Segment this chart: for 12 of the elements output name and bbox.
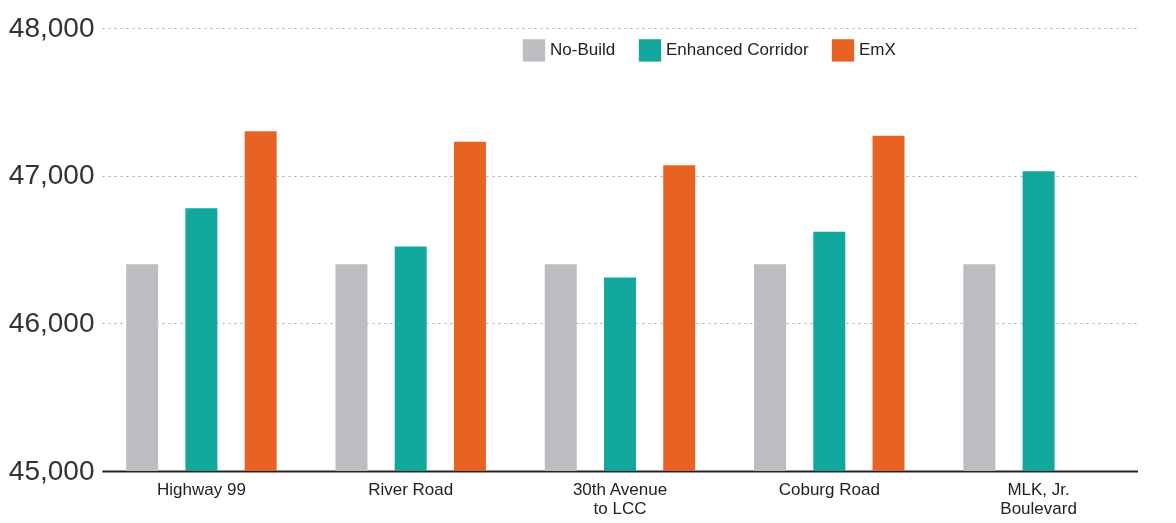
y-tick-label: 46,000	[8, 306, 95, 338]
x-tick-label: Highway 99	[157, 479, 246, 499]
y-tick-label: 45,000	[8, 454, 95, 486]
x-tick-label: Coburg Road	[778, 479, 880, 499]
legend-label: EmX	[859, 40, 896, 60]
y-tick-label: 47,000	[8, 159, 95, 191]
y-tick-label: 48,000	[8, 11, 95, 43]
legend-label: Enhanced Corridor	[666, 40, 810, 60]
x-tick-label: 30th Avenue to LCC	[572, 479, 668, 518]
x-tick-label: River Road	[368, 479, 454, 499]
x-tick-label: MLK, Jr. Boulevard	[1000, 479, 1077, 518]
legend-label: No-Build	[550, 40, 616, 60]
